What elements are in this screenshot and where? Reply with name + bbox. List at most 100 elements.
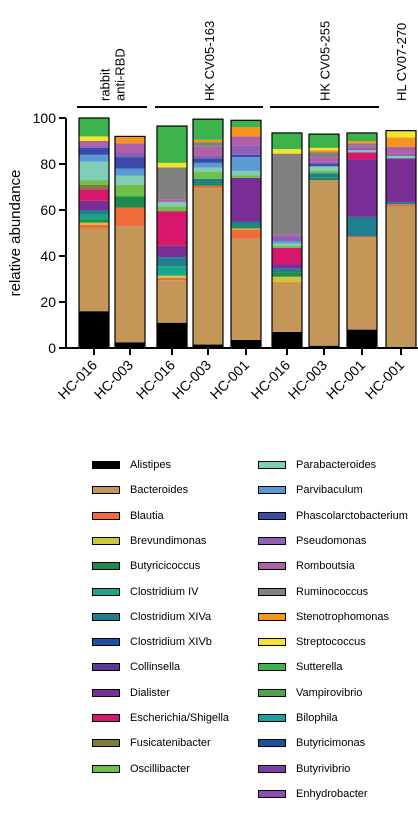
bar-segment	[157, 257, 187, 267]
bar-segment	[347, 141, 377, 144]
bar-segment	[309, 177, 339, 181]
bar-segment	[386, 146, 416, 154]
bar-segment	[272, 276, 302, 283]
x-tick-label: HC-003	[91, 357, 137, 403]
bar-segment	[193, 139, 223, 143]
bar-segment	[79, 219, 109, 223]
bar-segment	[347, 143, 377, 146]
bar-segment	[309, 164, 339, 167]
legend-label: Romboutsia	[296, 560, 355, 573]
legend-label: Bilophila	[296, 712, 338, 724]
bar-segment	[157, 211, 187, 246]
bar-segment	[231, 120, 261, 128]
legend-label: Clostridium XIVb	[130, 636, 212, 649]
bar-segment	[79, 200, 109, 210]
bar-segment	[309, 157, 339, 162]
legend-swatch	[92, 688, 120, 697]
bar-segment	[115, 136, 145, 144]
group-label: HL CV07-270	[394, 23, 409, 101]
legend-label: Phascolarctobacterium	[296, 509, 408, 522]
bar-segment	[157, 201, 187, 207]
bar-segment	[115, 226, 145, 343]
bar-segment	[157, 245, 187, 258]
bar-segment	[231, 226, 261, 229]
legend-label: Sutterella	[296, 661, 343, 674]
bar-segment	[386, 137, 416, 147]
bar-segment	[386, 201, 416, 205]
bar-segment	[79, 136, 109, 141]
legend-label: Enhydrobacter	[296, 787, 368, 800]
legend-label: Butyricicoccus	[130, 560, 201, 573]
x-tick-label: HC-016	[133, 357, 179, 403]
bar-segment	[272, 282, 302, 284]
y-tick-label: 100	[33, 110, 57, 126]
legend-swatch	[92, 562, 120, 571]
bar-segment	[193, 158, 223, 163]
bar-segment	[157, 206, 187, 212]
legend-swatch	[258, 486, 286, 495]
legend-swatch	[258, 714, 286, 722]
legend-label: Butyrivibrio	[296, 762, 351, 775]
y-tick-label: 40	[40, 248, 56, 264]
bar-segment	[272, 331, 302, 348]
legend-swatch	[92, 536, 120, 545]
legend-swatch	[92, 587, 120, 596]
bar-segment	[272, 272, 302, 277]
bar-segment	[193, 172, 223, 179]
legend-swatch	[258, 562, 286, 571]
bar-segment	[231, 136, 261, 146]
bar-segment	[272, 234, 302, 237]
bar-segment	[79, 214, 109, 220]
bar-segment	[157, 167, 187, 200]
legend-swatch	[92, 764, 120, 773]
legend-swatch	[258, 536, 286, 545]
bar-segment	[193, 185, 223, 189]
bar-segment	[115, 168, 145, 176]
x-tick-label: HC-003	[285, 357, 331, 403]
bar-segment	[157, 266, 187, 276]
bar-segment	[157, 322, 187, 348]
bar-segment	[115, 152, 145, 158]
legend-label: Brevundimonas	[130, 534, 207, 547]
x-tick-label: HC-016	[55, 357, 101, 403]
bar-segment	[157, 199, 187, 202]
bar-segment	[157, 162, 187, 168]
bar-segment	[386, 158, 416, 202]
bar-segment	[309, 180, 339, 346]
bar-segment	[231, 177, 261, 222]
legend-label: Vampirovibrio	[296, 686, 363, 699]
bar-segment	[347, 132, 377, 141]
group-label: anti-RBD	[113, 48, 128, 101]
bar-segment	[193, 188, 223, 345]
legend-swatch	[258, 663, 286, 672]
legend-label: Pseudomonas	[296, 534, 367, 547]
y-tick-label: 20	[40, 294, 56, 310]
bar-segment	[79, 311, 109, 348]
legend-label: Bacteroides	[130, 484, 189, 497]
bar-segment	[193, 183, 223, 186]
legend-swatch	[258, 789, 286, 798]
legend-swatch	[258, 688, 286, 697]
bar-segment	[309, 345, 339, 348]
bar-segment	[309, 147, 339, 151]
bar-segment	[386, 130, 416, 138]
legend-label: Parabacteroides	[296, 459, 377, 471]
bar-segment	[309, 152, 339, 158]
legend-swatch	[258, 587, 286, 596]
bar-segment	[272, 268, 302, 273]
stacked-bar-chart: 020406080100HC-016HC-003HC-016HC-003HC-0…	[7, 21, 418, 403]
legend-label: Ruminococcus	[296, 585, 369, 598]
bar-segment	[347, 150, 377, 153]
legend-swatch	[92, 461, 120, 469]
legend-swatch	[258, 511, 286, 520]
bar-segment	[115, 157, 145, 169]
bar-segment	[347, 152, 377, 160]
bar-segment	[386, 206, 416, 347]
x-tick-label: HC-003	[169, 357, 215, 403]
legend-label: Parvibaculum	[296, 484, 363, 497]
x-tick-label: HC-001	[323, 357, 369, 403]
legend-swatch	[92, 511, 120, 520]
legend-label: Fusicatenibacter	[130, 737, 211, 750]
bar-segment	[157, 126, 187, 163]
bar-segment	[115, 207, 145, 227]
